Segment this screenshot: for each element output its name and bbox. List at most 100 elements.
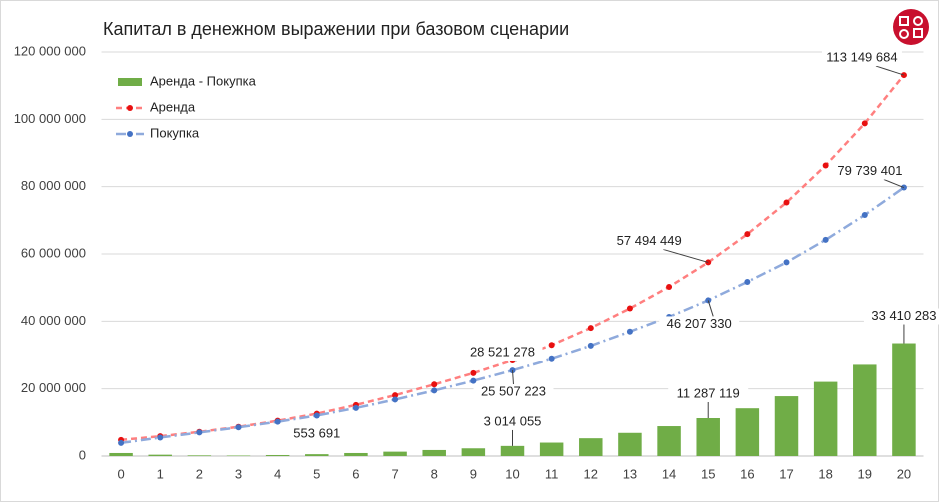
y-tick-label: 80 000 000 xyxy=(21,178,86,193)
leader-line xyxy=(883,179,905,189)
x-tick-label: 9 xyxy=(470,466,477,481)
x-tick-label: 6 xyxy=(352,466,359,481)
x-tick-label: 8 xyxy=(431,466,438,481)
label-bg xyxy=(462,344,543,361)
bar xyxy=(344,452,368,456)
label-bg xyxy=(821,50,902,67)
x-tick-label: 17 xyxy=(779,466,793,481)
legend-marker xyxy=(127,105,133,111)
label-bg xyxy=(473,384,554,401)
x-tick-label: 4 xyxy=(274,466,281,481)
bar xyxy=(579,438,603,456)
y-tick-label: 100 000 000 xyxy=(14,111,86,126)
bar xyxy=(187,455,212,456)
marker xyxy=(822,162,829,169)
data-label: 57 494 449 xyxy=(617,233,682,248)
y-tick-label: 60 000 000 xyxy=(21,245,86,260)
marker xyxy=(313,412,320,419)
bar xyxy=(539,442,564,456)
x-tick-label: 13 xyxy=(623,466,637,481)
y-tick-label: 120 000 000 xyxy=(14,43,86,58)
x-tick-label: 16 xyxy=(740,466,754,481)
x-tick-label: 12 xyxy=(584,466,598,481)
label-bg xyxy=(472,413,553,430)
marker xyxy=(587,342,594,349)
bar xyxy=(813,381,838,456)
data-label: 3 014 055 xyxy=(484,413,542,428)
marker xyxy=(392,392,399,399)
bar xyxy=(696,418,720,456)
logo xyxy=(893,9,929,45)
marker xyxy=(235,424,242,431)
marker xyxy=(783,199,790,206)
marker xyxy=(470,377,477,384)
leader-line xyxy=(663,248,709,263)
data-label: 113 149 684 xyxy=(826,50,897,65)
marker xyxy=(822,236,829,243)
marker xyxy=(392,396,399,403)
bar xyxy=(853,364,877,456)
marker xyxy=(626,305,633,312)
leader-line xyxy=(512,370,514,385)
bar xyxy=(305,454,329,456)
data-label: 28 521 278 xyxy=(470,344,535,359)
x-tick-label: 2 xyxy=(196,466,203,481)
bar xyxy=(618,432,642,456)
marker xyxy=(861,120,868,127)
marker xyxy=(470,369,477,376)
marker xyxy=(548,355,555,362)
bar xyxy=(383,451,407,456)
x-tick-label: 15 xyxy=(701,466,715,481)
legend-swatch xyxy=(118,78,142,86)
label-bg xyxy=(609,233,690,250)
marker xyxy=(861,211,868,218)
data-label: 553 691 xyxy=(293,426,340,441)
label-bg xyxy=(863,308,940,325)
x-tick-label: 11 xyxy=(545,466,559,481)
legend-label: Аренда - Покупка xyxy=(150,73,257,88)
x-tick-label: 3 xyxy=(235,466,242,481)
bar xyxy=(148,454,172,456)
label-bg xyxy=(668,386,749,403)
marker xyxy=(157,434,164,441)
bar xyxy=(422,449,446,456)
marker xyxy=(274,418,281,425)
label-bg xyxy=(276,426,357,443)
x-tick-label: 19 xyxy=(858,466,872,481)
marker xyxy=(744,278,751,285)
bar xyxy=(500,445,525,456)
bar xyxy=(226,455,251,456)
marker xyxy=(783,259,790,266)
bar xyxy=(735,408,760,456)
data-label: 25 507 223 xyxy=(481,384,546,399)
bar xyxy=(109,452,133,456)
data-label: 46 207 330 xyxy=(667,316,732,331)
bar xyxy=(265,454,290,456)
y-tick-label: 20 000 000 xyxy=(21,380,86,395)
bar xyxy=(892,343,916,456)
x-tick-label: 14 xyxy=(662,466,676,481)
data-label: 79 739 401 xyxy=(837,163,902,178)
legend-label: Покупка xyxy=(150,125,200,140)
label-bg xyxy=(829,163,910,180)
marker xyxy=(548,342,555,349)
x-tick-label: 10 xyxy=(505,466,519,481)
x-tick-label: 20 xyxy=(897,466,911,481)
leader-line xyxy=(707,300,714,317)
x-tick-label: 18 xyxy=(818,466,832,481)
y-tick-label: 0 xyxy=(79,447,86,462)
marker xyxy=(431,381,438,388)
leader-line xyxy=(875,65,905,76)
marker xyxy=(118,439,125,446)
bar xyxy=(657,426,681,456)
data-label: 11 287 119 xyxy=(677,385,740,400)
x-tick-label: 5 xyxy=(313,466,320,481)
y-tick-label: 40 000 000 xyxy=(21,313,86,328)
marker xyxy=(352,404,359,411)
chart-title: Капитал в денежном выражении при базовом… xyxy=(103,19,569,39)
x-tick-label: 0 xyxy=(117,466,124,481)
label-bg xyxy=(659,316,740,333)
x-tick-label: 7 xyxy=(391,466,398,481)
bar xyxy=(774,396,799,456)
